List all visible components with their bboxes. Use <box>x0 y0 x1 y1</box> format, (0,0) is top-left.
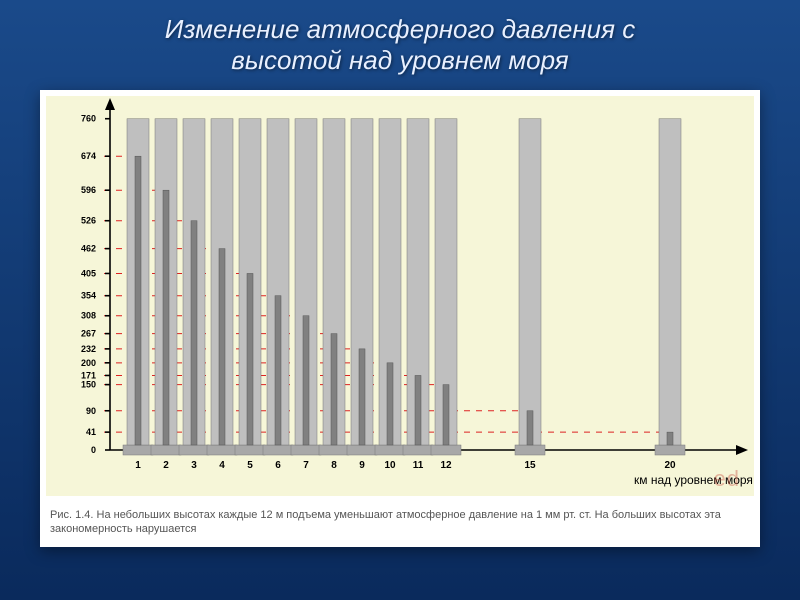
slide: Изменение атмосферного давления с высото… <box>0 0 800 600</box>
inner-bar <box>667 432 673 445</box>
bar-base <box>291 445 321 455</box>
bar-base <box>375 445 405 455</box>
title-line-1: Изменение атмосферного давления с <box>165 14 635 44</box>
y-tick-label: 200 <box>81 358 96 368</box>
y-tick-label: 354 <box>81 291 96 301</box>
watermark: ed <box>714 466 740 492</box>
bar-base <box>319 445 349 455</box>
inner-bar <box>163 190 169 445</box>
inner-bar <box>443 385 449 445</box>
x-tick-label: 12 <box>440 460 452 471</box>
y-tick-label: 596 <box>81 185 96 195</box>
bar-base <box>179 445 209 455</box>
y-tick-label: 674 <box>81 151 96 161</box>
bar-base <box>151 445 181 455</box>
pressure-chart: 0419015017120023226730835440546252659667… <box>46 96 754 496</box>
x-tick-label: 10 <box>384 460 396 471</box>
inner-bar <box>387 363 393 445</box>
chart-area: 0419015017120023226730835440546252659667… <box>46 96 754 496</box>
bar-base <box>515 445 545 455</box>
slide-title: Изменение атмосферного давления с высото… <box>0 0 800 76</box>
y-tick-label: 462 <box>81 244 96 254</box>
y-tick-label: 526 <box>81 216 96 226</box>
figure-caption: Рис. 1.4. На небольших высотах каждые 12… <box>40 502 760 547</box>
x-axis-arrow <box>736 445 748 455</box>
inner-bar <box>275 296 281 445</box>
y-tick-label: 405 <box>81 268 96 278</box>
title-line-2: высотой над уровнем моря <box>231 45 568 75</box>
y-tick-label: 308 <box>81 311 96 321</box>
bar-base <box>235 445 265 455</box>
bar-base <box>123 445 153 455</box>
inner-bar <box>191 221 197 445</box>
inner-bar <box>331 334 337 445</box>
x-tick-label: 20 <box>664 460 676 471</box>
x-tick-label: 3 <box>191 460 197 471</box>
bar-base <box>431 445 461 455</box>
outer-bar <box>659 119 681 445</box>
x-tick-label: 7 <box>303 460 309 471</box>
x-tick-label: 5 <box>247 460 253 471</box>
bar-base <box>263 445 293 455</box>
figure-card: 0419015017120023226730835440546252659667… <box>40 90 760 547</box>
y-tick-label: 41 <box>86 427 96 437</box>
bar-base <box>207 445 237 455</box>
bar-base <box>403 445 433 455</box>
outer-bar <box>519 119 541 445</box>
y-tick-label: 150 <box>81 380 96 390</box>
y-tick-label: 0 <box>91 445 96 455</box>
y-tick-label: 232 <box>81 344 96 354</box>
bar-base <box>655 445 685 455</box>
x-tick-label: 4 <box>219 460 225 471</box>
inner-bar <box>219 249 225 445</box>
y-tick-label: 267 <box>81 329 96 339</box>
x-tick-label: 11 <box>413 460 424 471</box>
inner-bar <box>247 273 253 445</box>
y-tick-label: 171 <box>81 370 96 380</box>
inner-bar <box>415 375 421 445</box>
y-tick-label: 90 <box>86 406 96 416</box>
x-tick-label: 9 <box>359 460 365 471</box>
x-tick-label: 2 <box>163 460 169 471</box>
inner-bar <box>359 349 365 445</box>
inner-bar <box>303 316 309 445</box>
y-axis-arrow <box>105 98 115 110</box>
x-tick-label: 8 <box>331 460 337 471</box>
x-tick-label: 1 <box>135 460 141 471</box>
x-tick-label: 15 <box>524 460 536 471</box>
y-tick-label: 760 <box>81 114 96 124</box>
bar-base <box>347 445 377 455</box>
x-tick-label: 6 <box>275 460 281 471</box>
inner-bar <box>527 411 533 445</box>
inner-bar <box>135 156 141 445</box>
